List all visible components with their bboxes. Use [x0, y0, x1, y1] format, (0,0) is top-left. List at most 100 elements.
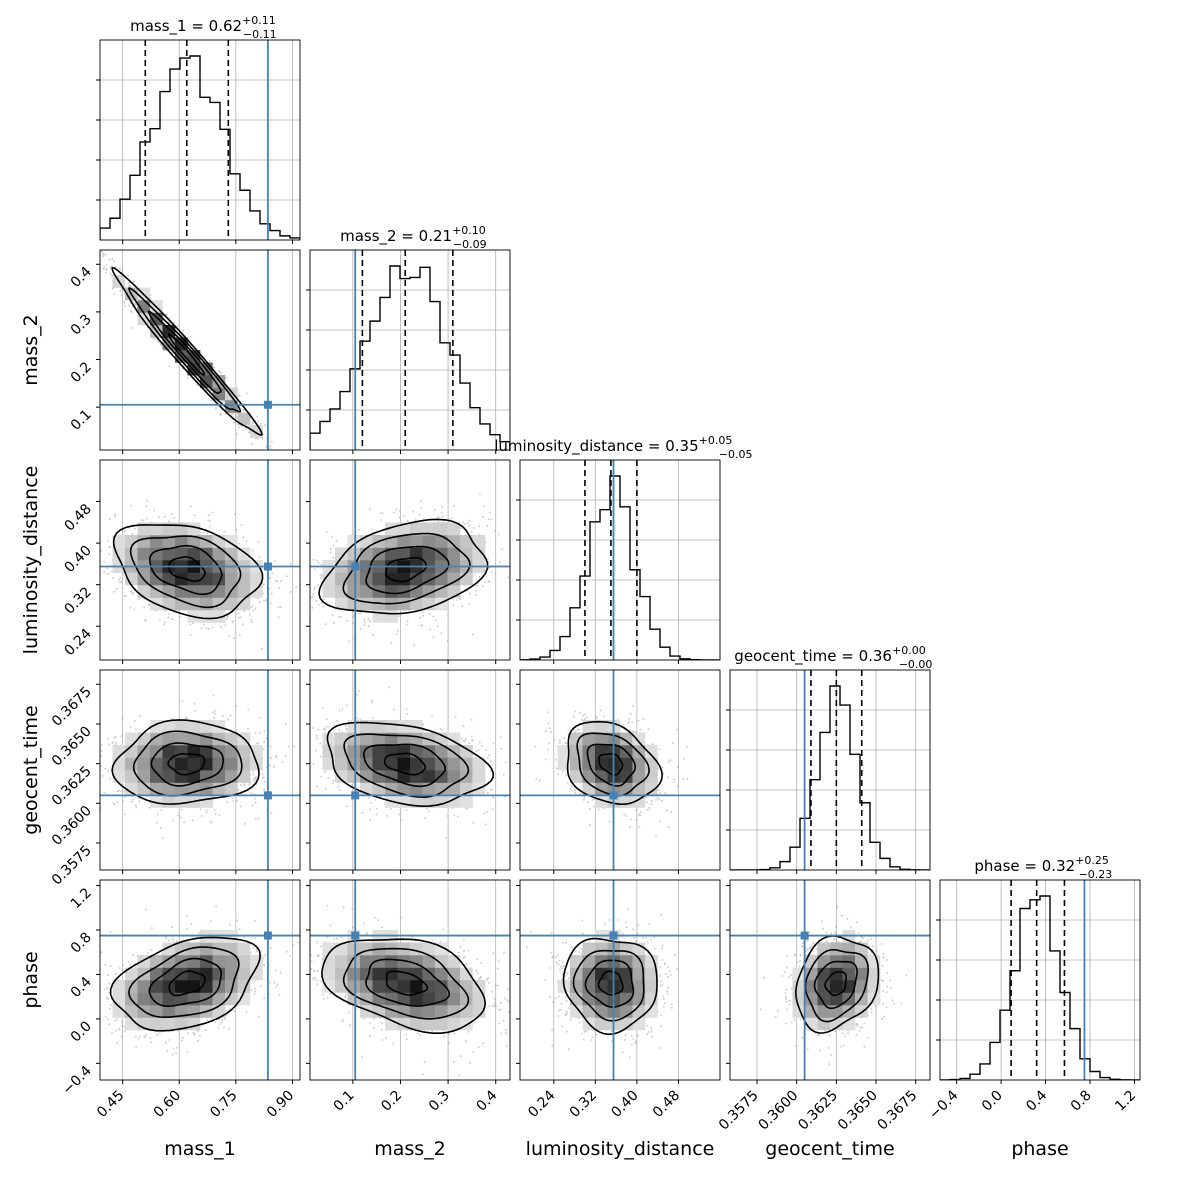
panel-frame	[519, 459, 721, 661]
density-cell	[347, 992, 361, 1006]
density-cell	[435, 1005, 448, 1018]
density-cell	[410, 942, 423, 956]
x-tick-label: 1.2	[1112, 1088, 1139, 1115]
density-cell	[175, 980, 188, 993]
density-cell	[397, 585, 411, 598]
density-cell	[175, 942, 188, 956]
density-cell	[397, 597, 411, 611]
contour-line	[342, 532, 471, 605]
density-cell	[137, 992, 151, 1006]
density-cell	[347, 745, 361, 758]
density-cell	[200, 572, 213, 586]
density-cell	[237, 585, 251, 598]
density-cell	[410, 980, 423, 993]
y-tick-label: 0.0	[68, 1018, 95, 1045]
density-cell	[137, 585, 151, 598]
density-cell	[335, 955, 348, 968]
y-tick-label: 0.1	[68, 407, 95, 434]
contour-line	[132, 730, 243, 797]
density-cell	[335, 547, 348, 561]
y-tick-label: 0.4	[68, 974, 95, 1001]
density-cell	[372, 757, 386, 771]
density-cell	[187, 757, 201, 771]
density-cell	[422, 770, 436, 783]
density-cell	[447, 980, 461, 993]
histogram-step	[520, 475, 720, 660]
density-cell	[632, 967, 646, 981]
contour-line	[109, 936, 262, 1032]
density-cell	[335, 770, 348, 783]
density-cell	[410, 522, 423, 536]
contour-line	[111, 719, 260, 805]
panel-title: mass_1 = 0.62+0.11−0.11	[130, 14, 277, 41]
density-cell	[855, 967, 868, 981]
density-cell	[137, 980, 151, 993]
density-cell	[570, 1005, 583, 1018]
contour-line	[128, 946, 240, 1019]
density-cell	[212, 387, 226, 401]
density-cell	[347, 770, 361, 783]
density-cell	[347, 585, 361, 598]
density-cell	[335, 597, 348, 611]
density-cell	[805, 992, 818, 1006]
density-cell	[175, 597, 188, 611]
scatter-panel-mass_1-vs-phase: 0.45 0.60 0.75 0.90 −0.4 0.0 0.4 0.8 1.2	[59, 879, 301, 1121]
density-cell	[187, 1005, 201, 1018]
density-cell	[372, 732, 386, 746]
panel-frame	[309, 249, 511, 451]
histogram-panel-mass_1: mass_1 = 0.62+0.11−0.11	[96, 14, 301, 244]
contour-line	[365, 545, 450, 595]
density-cell	[595, 1017, 608, 1031]
contour-line	[342, 947, 470, 1020]
density-cell	[435, 967, 448, 981]
density-cell	[125, 967, 138, 981]
density-cell	[150, 795, 163, 808]
y-tick-label: −0.4	[59, 1063, 94, 1098]
density-cell	[410, 1017, 423, 1031]
x-tick-label: 0.3625	[795, 1088, 841, 1134]
density-cell	[372, 967, 386, 981]
density-cell	[447, 535, 461, 548]
x-tick-label: 0.4	[1023, 1087, 1050, 1114]
density-cell	[385, 585, 398, 598]
density-cell	[397, 745, 411, 758]
truth-marker	[263, 931, 272, 940]
density-cell	[175, 572, 188, 586]
density-cell	[620, 1017, 633, 1031]
y-tick-label: 0.40	[61, 543, 94, 576]
contour-line	[147, 310, 222, 394]
panel-frame	[309, 669, 511, 871]
density-cell	[150, 992, 163, 1006]
panel-frame	[729, 669, 931, 871]
density-cell	[162, 795, 176, 808]
title-lower-error: −0.00	[899, 658, 933, 671]
title-main: geocent_time = 0.36	[734, 647, 892, 666]
density-cell	[570, 955, 583, 968]
title-upper-error: +0.11	[242, 14, 276, 27]
density-cell	[805, 967, 818, 981]
scatter-panel-luminosity_distance-vs-geocent_time	[516, 669, 721, 874]
density-cell	[175, 1017, 188, 1031]
x-tick-label: 0.3	[426, 1088, 453, 1115]
panel-frame	[309, 459, 511, 661]
density-cell	[225, 992, 238, 1006]
density-cell	[187, 535, 201, 548]
x-tick-label: 0.40	[608, 1088, 641, 1121]
density-cell	[372, 955, 386, 968]
density-cell	[397, 967, 411, 981]
contour-line	[321, 938, 487, 1034]
density-cell	[460, 992, 473, 1006]
y-tick-label: 0.3575	[49, 843, 95, 889]
density-cell	[595, 967, 608, 981]
x-tick-label: 0.3600	[756, 1088, 802, 1134]
panel-title: phase = 0.32+0.25−0.23	[974, 854, 1112, 881]
x-tick-label: 0.32	[567, 1088, 600, 1121]
panel-frame	[519, 879, 721, 1081]
density-cell	[447, 1017, 461, 1031]
density-cell	[595, 992, 608, 1006]
density-cell	[225, 732, 238, 746]
density-cell	[645, 967, 658, 981]
density-cell	[582, 955, 596, 968]
y-tick-label: 0.24	[61, 626, 94, 659]
